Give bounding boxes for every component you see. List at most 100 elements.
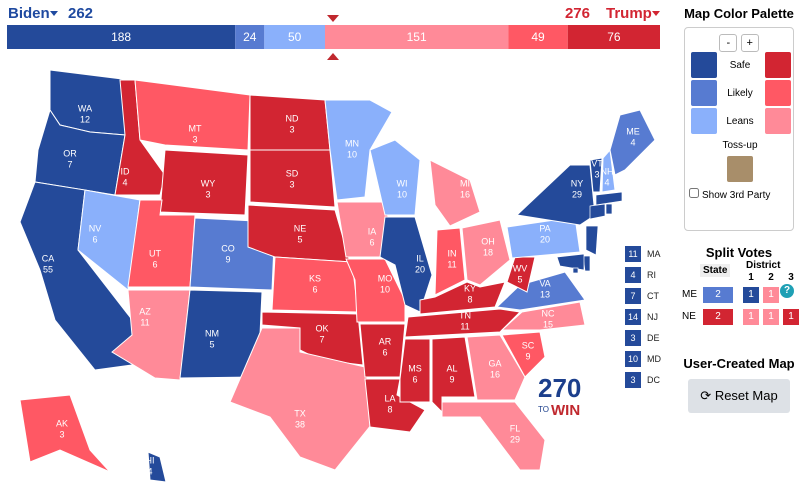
state-ev: 13 (540, 289, 550, 299)
state[interactable] (461, 219, 511, 286)
state[interactable] (609, 109, 656, 176)
dem-swatch[interactable] (691, 108, 717, 134)
ev-box[interactable] (625, 309, 641, 325)
rep-swatch[interactable] (765, 80, 791, 106)
state[interactable] (466, 334, 526, 401)
state[interactable] (515, 164, 596, 226)
state[interactable] (324, 99, 393, 201)
state[interactable] (404, 308, 522, 338)
ev-box[interactable] (625, 267, 641, 283)
dropdown-arrow[interactable] (652, 11, 660, 16)
dem-name[interactable]: Biden (8, 5, 50, 22)
state[interactable] (589, 157, 603, 193)
rep-swatch[interactable] (765, 52, 791, 78)
state-ev: 7 (67, 159, 72, 169)
row-label: NE (682, 311, 696, 322)
state-abbr: SD (286, 168, 299, 178)
small-state[interactable] (605, 203, 613, 215)
state[interactable] (431, 336, 476, 414)
state-abbr: NY (571, 178, 584, 188)
state[interactable] (601, 148, 616, 193)
state[interactable] (19, 394, 111, 473)
rating-label: Leans (726, 116, 754, 127)
small-state[interactable] (595, 191, 623, 206)
state-ev: 3 (205, 189, 210, 199)
ev-box-label: NJ (647, 312, 658, 322)
split-cell[interactable]: 1 (742, 308, 760, 326)
dropdown-arrow[interactable] (50, 11, 58, 16)
state-ev: 4 (630, 137, 635, 147)
state[interactable] (249, 149, 336, 208)
small-state[interactable] (556, 253, 585, 271)
split-cell[interactable]: 2 (702, 286, 734, 304)
small-state[interactable] (589, 203, 606, 220)
state-abbr: HI (146, 455, 155, 465)
ev-box[interactable] (625, 330, 641, 346)
palette-box: - + Safe Likely Leans Toss-up Show 3rd Par… (684, 27, 794, 231)
ev-box[interactable] (625, 288, 641, 304)
state-ev: 5 (297, 234, 302, 244)
state[interactable] (127, 199, 196, 288)
checkbox[interactable] (689, 188, 699, 198)
tossup-swatch[interactable] (727, 156, 753, 182)
state[interactable] (399, 338, 431, 403)
dem-swatch[interactable] (691, 52, 717, 78)
reset-button[interactable]: ⟳ Reset Map (688, 379, 790, 413)
state[interactable] (229, 327, 376, 471)
palette-title: Map Color Palette (684, 6, 794, 21)
state-ev: 18 (483, 247, 493, 257)
bar-segment (325, 25, 509, 49)
state-abbr: NH (601, 166, 614, 176)
state-ev: 4 (147, 466, 152, 476)
state[interactable] (379, 216, 433, 313)
majority-marker (327, 15, 339, 22)
zoom-in[interactable]: + (740, 34, 759, 52)
state-ev: 4 (122, 177, 127, 187)
state[interactable] (147, 451, 167, 483)
state-abbr: CA (42, 253, 55, 263)
bar-segment (567, 25, 660, 49)
ev-box[interactable] (625, 372, 641, 388)
state-ev: 8 (387, 404, 392, 414)
third-party[interactable]: Show 3rd Party (689, 188, 770, 201)
rep-name[interactable]: Trump (606, 5, 652, 22)
state-abbr: IN (448, 248, 457, 258)
state-abbr: TX (294, 408, 306, 418)
state[interactable] (495, 271, 586, 311)
help-icon[interactable]: ? (780, 284, 794, 298)
split-cell[interactable]: 1 (762, 308, 780, 326)
ev-box-value: 4 (630, 270, 635, 280)
ev-box[interactable] (625, 246, 641, 262)
state[interactable] (434, 227, 466, 296)
state-abbr: FL (510, 423, 521, 433)
ev-box-label: RI (647, 270, 656, 280)
state[interactable] (369, 139, 421, 216)
state[interactable] (159, 149, 249, 216)
state[interactable] (506, 256, 536, 293)
zoom-out[interactable]: - (719, 34, 738, 52)
bar-segment (7, 25, 236, 49)
split-cell[interactable]: 2 (702, 308, 734, 326)
state-ev: 6 (382, 347, 387, 357)
small-state[interactable] (572, 267, 579, 274)
split-cell[interactable]: 1 (782, 308, 800, 326)
ev-box-value: 14 (628, 312, 638, 322)
state-abbr: NC (542, 308, 555, 318)
state-abbr: VT (591, 158, 603, 168)
small-state[interactable] (585, 225, 599, 256)
state[interactable] (441, 401, 546, 471)
split-cell[interactable]: 1 (742, 286, 760, 304)
dem-swatch[interactable] (691, 80, 717, 106)
state[interactable] (501, 331, 546, 378)
state-abbr: WI (397, 178, 408, 188)
state[interactable] (429, 159, 481, 227)
state[interactable] (134, 79, 251, 151)
rep-swatch[interactable] (765, 108, 791, 134)
state-abbr: OK (315, 323, 328, 333)
split-cell[interactable]: 1 (762, 286, 780, 304)
state[interactable] (500, 301, 586, 331)
state-abbr: MT (189, 123, 202, 133)
ev-box[interactable] (625, 351, 641, 367)
state-abbr: IL (416, 253, 424, 263)
state[interactable] (419, 281, 506, 315)
